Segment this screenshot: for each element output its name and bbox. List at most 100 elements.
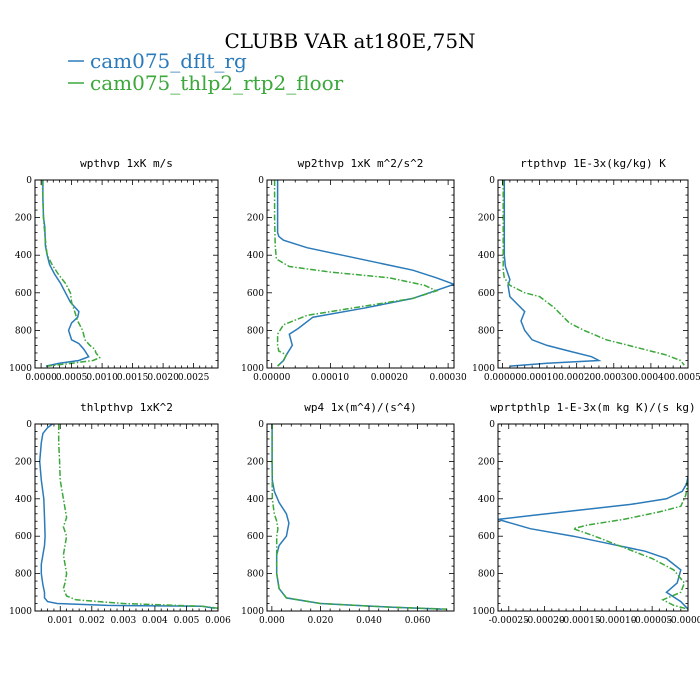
x-tick-label: -0.00010 [596, 616, 637, 626]
x-tick-label: -0.00025 [489, 616, 530, 626]
y-tick-label: 800 [15, 570, 32, 580]
x-tick-label: 0.00020 [371, 373, 408, 383]
x-tick-label: 0.0010 [86, 373, 118, 383]
y-tick-label: 1000 [241, 607, 264, 617]
panel-title: wp2thvp 1xK m^2/s^2 [298, 157, 424, 170]
x-tick-label: 0.0025 [178, 373, 210, 383]
y-tick-label: 200 [247, 457, 264, 467]
y-tick-label: 400 [15, 495, 32, 505]
panel-4: thlpthvp 1xK^2 0 200 400 600 800 1000 0.001 0.00… [9, 401, 231, 626]
x-tick-label: 0.00000 [253, 373, 290, 383]
x-tick-label: 0.020 [308, 616, 334, 626]
x-tick-label: 0.005 [174, 616, 200, 626]
x-tick-label: 0.000 [259, 616, 285, 626]
x-tick-label: 0.004 [142, 616, 168, 626]
series-line-floor [570, 479, 688, 610]
x-tick-label: -0.00020 [524, 616, 565, 626]
y-tick-label: 600 [247, 532, 264, 542]
y-tick-label: 800 [478, 570, 495, 580]
y-tick-label: 400 [247, 495, 264, 505]
series-line-floor [41, 180, 101, 367]
x-tick-label: 0.0020 [147, 373, 179, 383]
panel-3: rtpthvp 1E-3x(kg/kg) K020040060080010000… [472, 157, 700, 383]
x-tick-label: 0.060 [405, 616, 431, 626]
plot-frame [34, 423, 219, 612]
y-tick-label: 600 [478, 532, 495, 542]
x-tick-label: -0.00015 [560, 616, 601, 626]
panel-title: wprtpthlp 1-E-3x(m kg K)/(s kg) [490, 401, 695, 414]
x-tick-label: 0.001 [47, 616, 73, 626]
y-tick-label: 400 [247, 251, 264, 261]
panel-title: wp4 1x(m^4)/(s^4) [304, 401, 417, 414]
y-tick-label: 1000 [472, 607, 495, 617]
legend-label-dflt: cam075_dflt_rg [90, 49, 247, 73]
plot-frame [266, 179, 455, 369]
panel-title: wpthvp 1xK m/s [80, 157, 173, 170]
x-tick-label: 0.00020 [558, 373, 595, 383]
x-tick-label: 0.006 [205, 616, 231, 626]
series-line-dflt [503, 180, 602, 367]
plot-frame [497, 423, 689, 612]
x-tick-label: -0.00005 [632, 616, 673, 626]
panel-title: thlpthvp 1xK^2 [80, 401, 173, 414]
plot-frame [497, 179, 689, 369]
y-tick-label: 600 [247, 289, 264, 299]
series-line-dflt [38, 424, 215, 609]
series-line-dflt [276, 180, 454, 367]
series-line-floor [502, 180, 685, 366]
x-tick-label: 0.003 [110, 616, 136, 626]
figure-title: CLUBB VAR at180E,75N [224, 29, 475, 53]
legend-label-floor: cam075_thlp2_rtp2_floor [90, 71, 344, 95]
y-tick-label: 200 [478, 214, 495, 224]
x-tick-label: 0.0015 [117, 373, 149, 383]
y-tick-label: 400 [478, 251, 495, 261]
y-tick-label: 800 [15, 326, 32, 336]
x-tick-label: 0.0005 [56, 373, 88, 383]
x-tick-label: 0.00030 [430, 373, 467, 383]
y-tick-label: 0 [26, 176, 32, 186]
y-tick-label: 0 [258, 176, 264, 186]
y-tick-label: 0 [489, 420, 495, 430]
y-tick-label: 1000 [241, 364, 264, 374]
y-tick-label: 400 [478, 495, 495, 505]
x-tick-label: -0.00000 [668, 616, 700, 626]
y-tick-label: 600 [15, 532, 32, 542]
y-tick-label: 400 [15, 251, 32, 261]
y-tick-label: 800 [247, 326, 264, 336]
y-tick-label: 200 [478, 457, 495, 467]
panel-title: rtpthvp 1E-3x(kg/kg) K [520, 157, 666, 170]
legend: cam075_dflt_rg cam075_thlp2_rtp2_floor [68, 49, 344, 95]
x-tick-label: 0.00010 [312, 373, 349, 383]
series-line-dflt [42, 180, 90, 367]
y-tick-label: 1000 [9, 364, 32, 374]
plot-frame [266, 423, 455, 612]
legend-item-dflt: cam075_dflt_rg [68, 49, 247, 73]
y-tick-label: 600 [478, 289, 495, 299]
y-tick-label: 1000 [9, 607, 32, 617]
y-tick-label: 1000 [472, 364, 495, 374]
y-tick-label: 200 [15, 457, 32, 467]
y-tick-label: 800 [247, 570, 264, 580]
y-tick-label: 0 [258, 420, 264, 430]
x-tick-label: 0.00000 [484, 373, 521, 383]
legend-item-floor: cam075_thlp2_rtp2_floor [68, 71, 344, 95]
series-line-floor [273, 180, 439, 367]
panel-6: wprtpthlp 1-E-3x(m kg K)/(s kg) 0 200 400 60… [472, 401, 700, 626]
y-tick-label: 200 [247, 214, 264, 224]
x-tick-label: 0.002 [79, 616, 105, 626]
series-line-floor [57, 424, 218, 609]
x-tick-label: 0.0000 [25, 373, 57, 383]
panel-2: wp2thvp 1xK m^2/s^2020040060080010000.00… [241, 157, 467, 383]
x-tick-label: 0.00030 [595, 373, 632, 383]
x-tick-label: 0.00040 [632, 373, 669, 383]
series-line-dflt [498, 476, 688, 610]
series-line-floor [271, 424, 447, 610]
y-tick-label: 0 [26, 420, 32, 430]
y-tick-label: 0 [489, 176, 495, 186]
y-tick-label: 200 [15, 214, 32, 224]
y-tick-label: 800 [478, 326, 495, 336]
